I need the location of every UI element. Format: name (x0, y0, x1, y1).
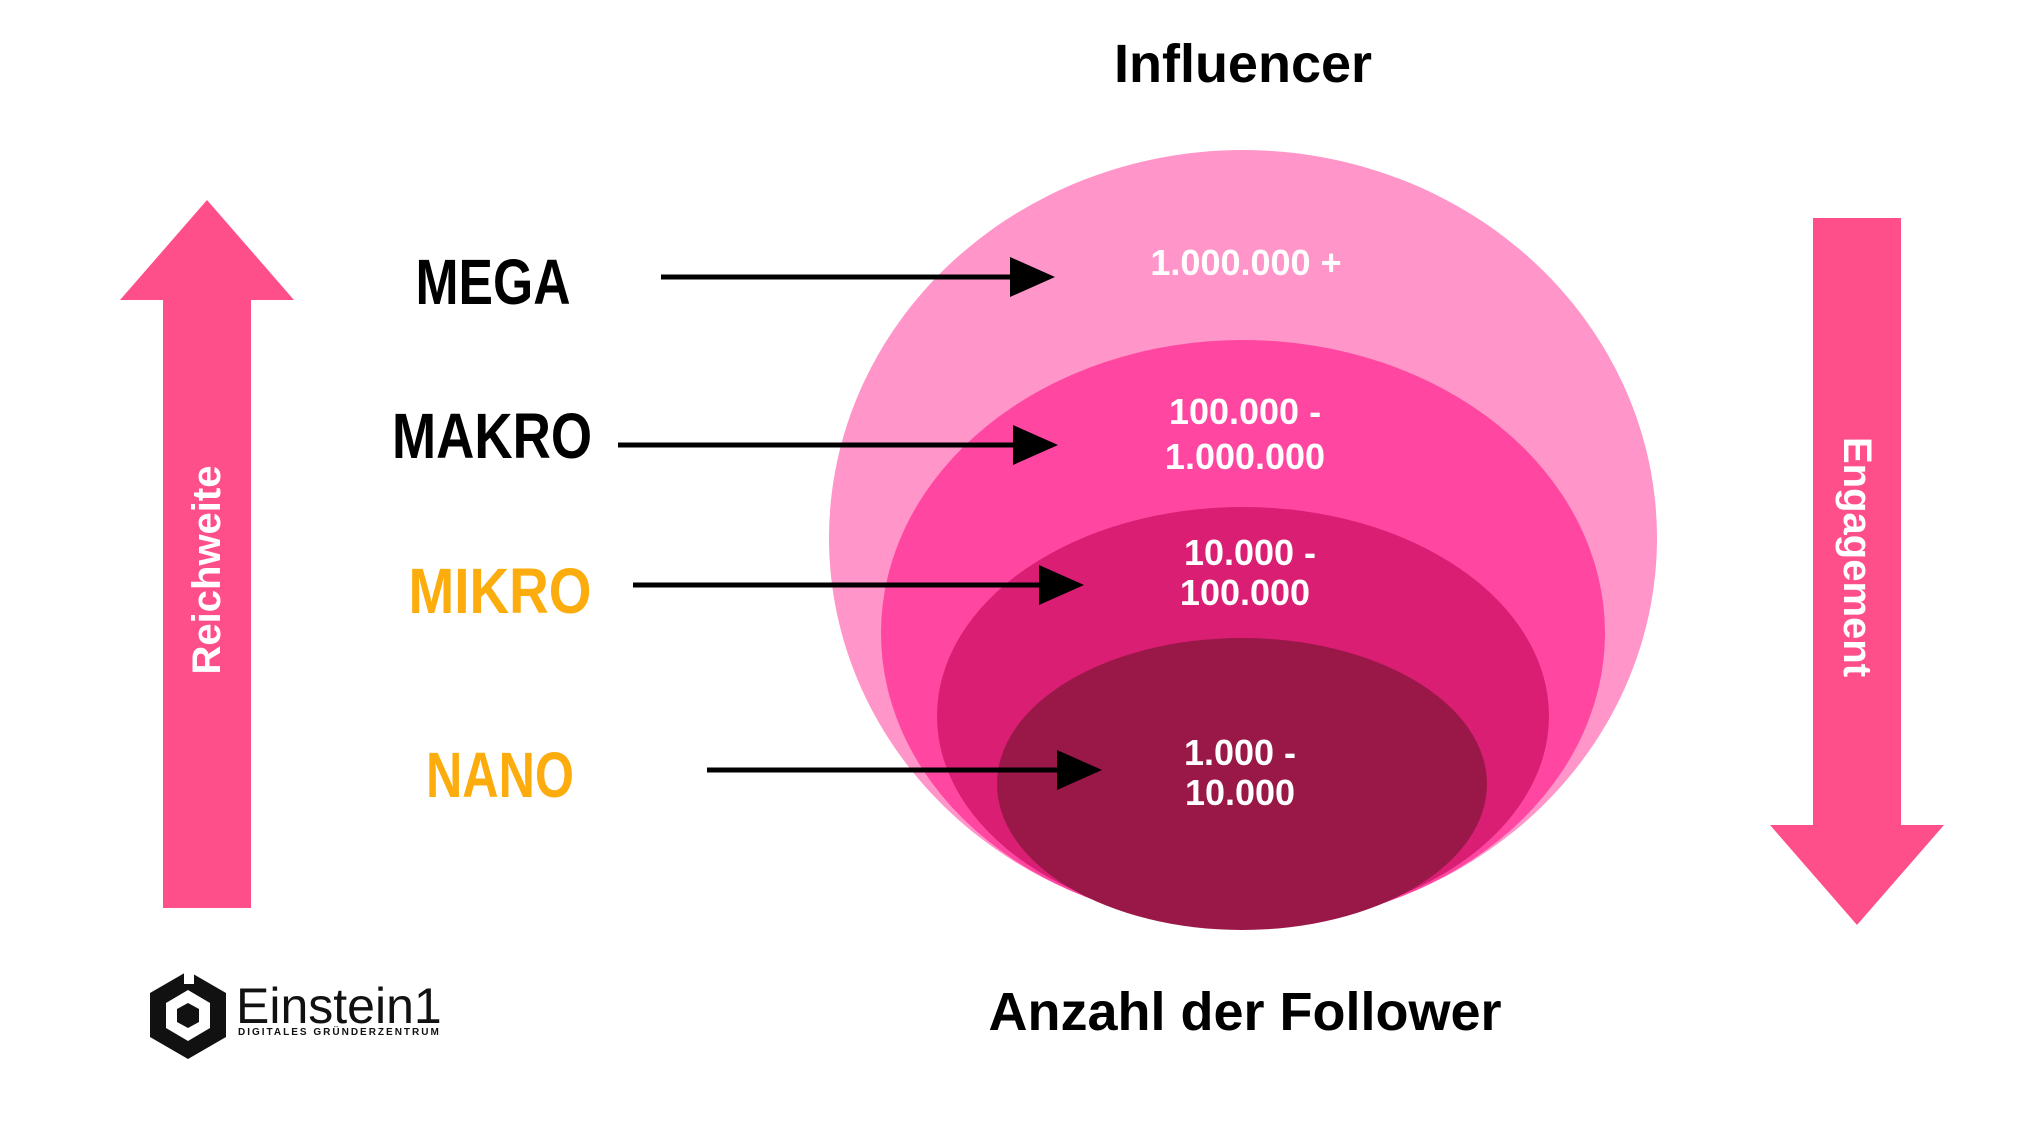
reach-arrow-shape (120, 200, 294, 908)
tier-label-mega: MEGA (416, 246, 571, 318)
reach-label: Reichweite (185, 466, 229, 675)
makro-range-line1: 100.000 - (1169, 391, 1321, 432)
engagement-arrow: Engagement (1770, 218, 1944, 925)
engagement-label: Engagement (1835, 437, 1879, 677)
engagement-arrow-shape (1770, 218, 1944, 925)
tier-label-mikro: MIKRO (409, 555, 592, 627)
mega-range: 1.000.000 + (1150, 242, 1341, 283)
tier-pointers (618, 257, 1102, 790)
mikro-range-line1: 10.000 - (1184, 532, 1316, 573)
nano-range-line1: 1.000 - (1184, 732, 1296, 773)
brand-name: Einstein1 (236, 978, 442, 1034)
nano-range-line2: 10.000 (1185, 772, 1295, 813)
makro-range-line2: 1.000.000 (1165, 436, 1325, 477)
nano-ellipse (997, 638, 1487, 930)
follower-count-label: Anzahl der Follower (988, 982, 1501, 1042)
brand-tagline: DIGITALES GRÜNDERZENTRUM (238, 1025, 441, 1038)
brand-mark-icon (150, 962, 226, 1059)
diagram-title: Influencer (1114, 34, 1372, 94)
brand-logo: Einstein1 DIGITALES GRÜNDERZENTRUM (150, 962, 442, 1059)
tier-label-nano: NANO (426, 739, 574, 811)
tier-label-makro: MAKRO (392, 400, 592, 472)
mikro-range-line2: 100.000 (1180, 572, 1310, 613)
reach-arrow: Reichweite (120, 200, 294, 908)
